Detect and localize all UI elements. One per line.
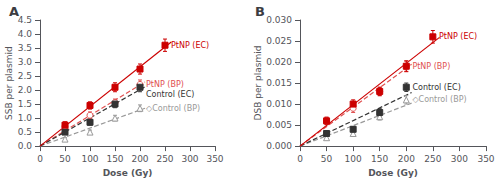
- svg-text:Control (EC): Control (EC): [146, 90, 194, 99]
- svg-text:PtNP (EC): PtNP (EC): [439, 32, 477, 41]
- svg-text:B: B: [255, 4, 265, 19]
- svg-text:0.025: 0.025: [266, 36, 292, 46]
- svg-text:0.5: 0.5: [18, 127, 32, 137]
- svg-text:Dose (Gy): Dose (Gy): [103, 168, 153, 178]
- svg-text:0: 0: [297, 154, 303, 164]
- svg-text:0.005: 0.005: [266, 120, 292, 130]
- svg-text:Control (EC): Control (EC): [412, 83, 460, 92]
- svg-text:350: 350: [206, 154, 223, 164]
- svg-text:200: 200: [398, 154, 415, 164]
- svg-text:0.000: 0.000: [266, 141, 292, 151]
- svg-text:50: 50: [59, 154, 71, 164]
- svg-text:1.5: 1.5: [18, 99, 32, 109]
- svg-text:PtNP (BP): PtNP (BP): [146, 80, 184, 89]
- svg-text:3.5: 3.5: [18, 43, 32, 53]
- svg-text:2.0: 2.0: [18, 85, 33, 95]
- svg-text:PtNP (BP): PtNP (BP): [412, 62, 450, 71]
- svg-text:0.015: 0.015: [266, 78, 292, 88]
- svg-text:100: 100: [345, 154, 362, 164]
- svg-text:250: 250: [156, 154, 173, 164]
- svg-text:0.010: 0.010: [266, 99, 292, 109]
- svg-text:150: 150: [371, 154, 388, 164]
- svg-text:0.020: 0.020: [266, 57, 292, 67]
- svg-text:100: 100: [81, 154, 98, 164]
- svg-text:300: 300: [451, 154, 468, 164]
- svg-text:Dose (Gy): Dose (Gy): [368, 168, 418, 178]
- svg-text:A: A: [9, 4, 19, 19]
- svg-text:DSB per plasmid: DSB per plasmid: [253, 46, 263, 121]
- svg-text:0.030: 0.030: [266, 15, 292, 25]
- svg-text:200: 200: [131, 154, 148, 164]
- svg-text:50: 50: [321, 154, 333, 164]
- svg-text:350: 350: [477, 154, 494, 164]
- svg-text:0.0: 0.0: [18, 141, 33, 151]
- svg-text:4.0: 4.0: [18, 29, 33, 39]
- svg-text:3.0: 3.0: [18, 57, 33, 67]
- svg-text:1.0: 1.0: [18, 113, 33, 123]
- svg-text:◇Control (BP): ◇Control (BP): [412, 95, 466, 104]
- svg-text:150: 150: [106, 154, 123, 164]
- svg-text:0: 0: [37, 154, 43, 164]
- svg-text:250: 250: [424, 154, 441, 164]
- svg-text:4.5: 4.5: [18, 15, 32, 25]
- svg-text:◇Control (BP): ◇Control (BP): [146, 104, 200, 113]
- svg-text:300: 300: [181, 154, 198, 164]
- svg-text:PtNP (EC): PtNP (EC): [171, 41, 209, 50]
- svg-text:SSB per plasmid: SSB per plasmid: [4, 46, 14, 120]
- svg-text:2.5: 2.5: [18, 71, 32, 81]
